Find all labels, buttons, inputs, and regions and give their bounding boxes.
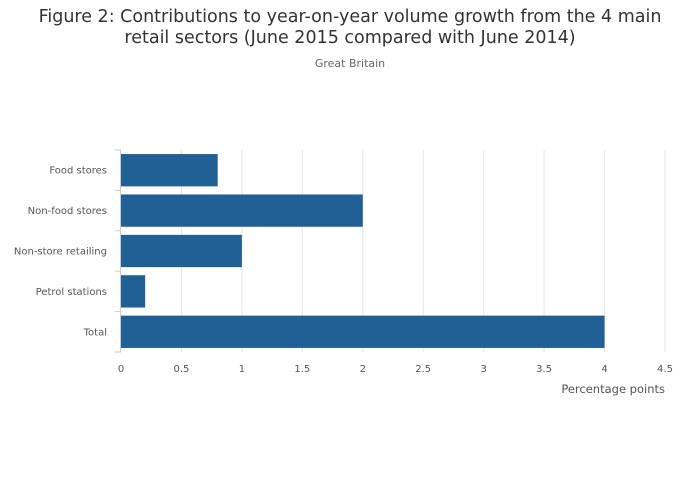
x-tick-label-4: 2 (360, 364, 366, 375)
x-tick-label-9: 4.5 (657, 364, 673, 375)
x-axis-title: Percentage points (561, 382, 665, 396)
x-tick-label-0: 0 (118, 364, 124, 375)
x-tick-label-8: 4 (601, 364, 607, 375)
bar-0 (121, 154, 218, 187)
bar-1 (121, 194, 363, 227)
x-tick-label-7: 3.5 (536, 364, 552, 375)
bar-2 (121, 234, 242, 268)
chart-title-line-2: retail sectors (June 2015 compared with … (124, 28, 576, 48)
x-tick-label-1: 0.5 (173, 364, 189, 375)
category-label-3: Petrol stations (36, 287, 107, 298)
category-label-2: Non-store retailing (14, 247, 107, 258)
bar-3 (121, 275, 146, 308)
x-tick-label-6: 3 (480, 364, 486, 375)
category-label-0: Food stores (49, 166, 107, 177)
chart-subtitle: Great Britain (314, 57, 386, 70)
category-label-1: Non-food stores (28, 206, 107, 217)
bar-4 (121, 315, 605, 348)
chart-title: Figure 2: Contributions to year-on-year … (0, 7, 700, 49)
category-label-4: Total (83, 327, 107, 338)
x-tick-label-3: 1.5 (294, 364, 310, 375)
x-tick-label-5: 2.5 (415, 364, 431, 375)
chart-title-line-1: Figure 2: Contributions to year-on-year … (38, 7, 662, 27)
x-tick-label-2: 1 (239, 364, 245, 375)
